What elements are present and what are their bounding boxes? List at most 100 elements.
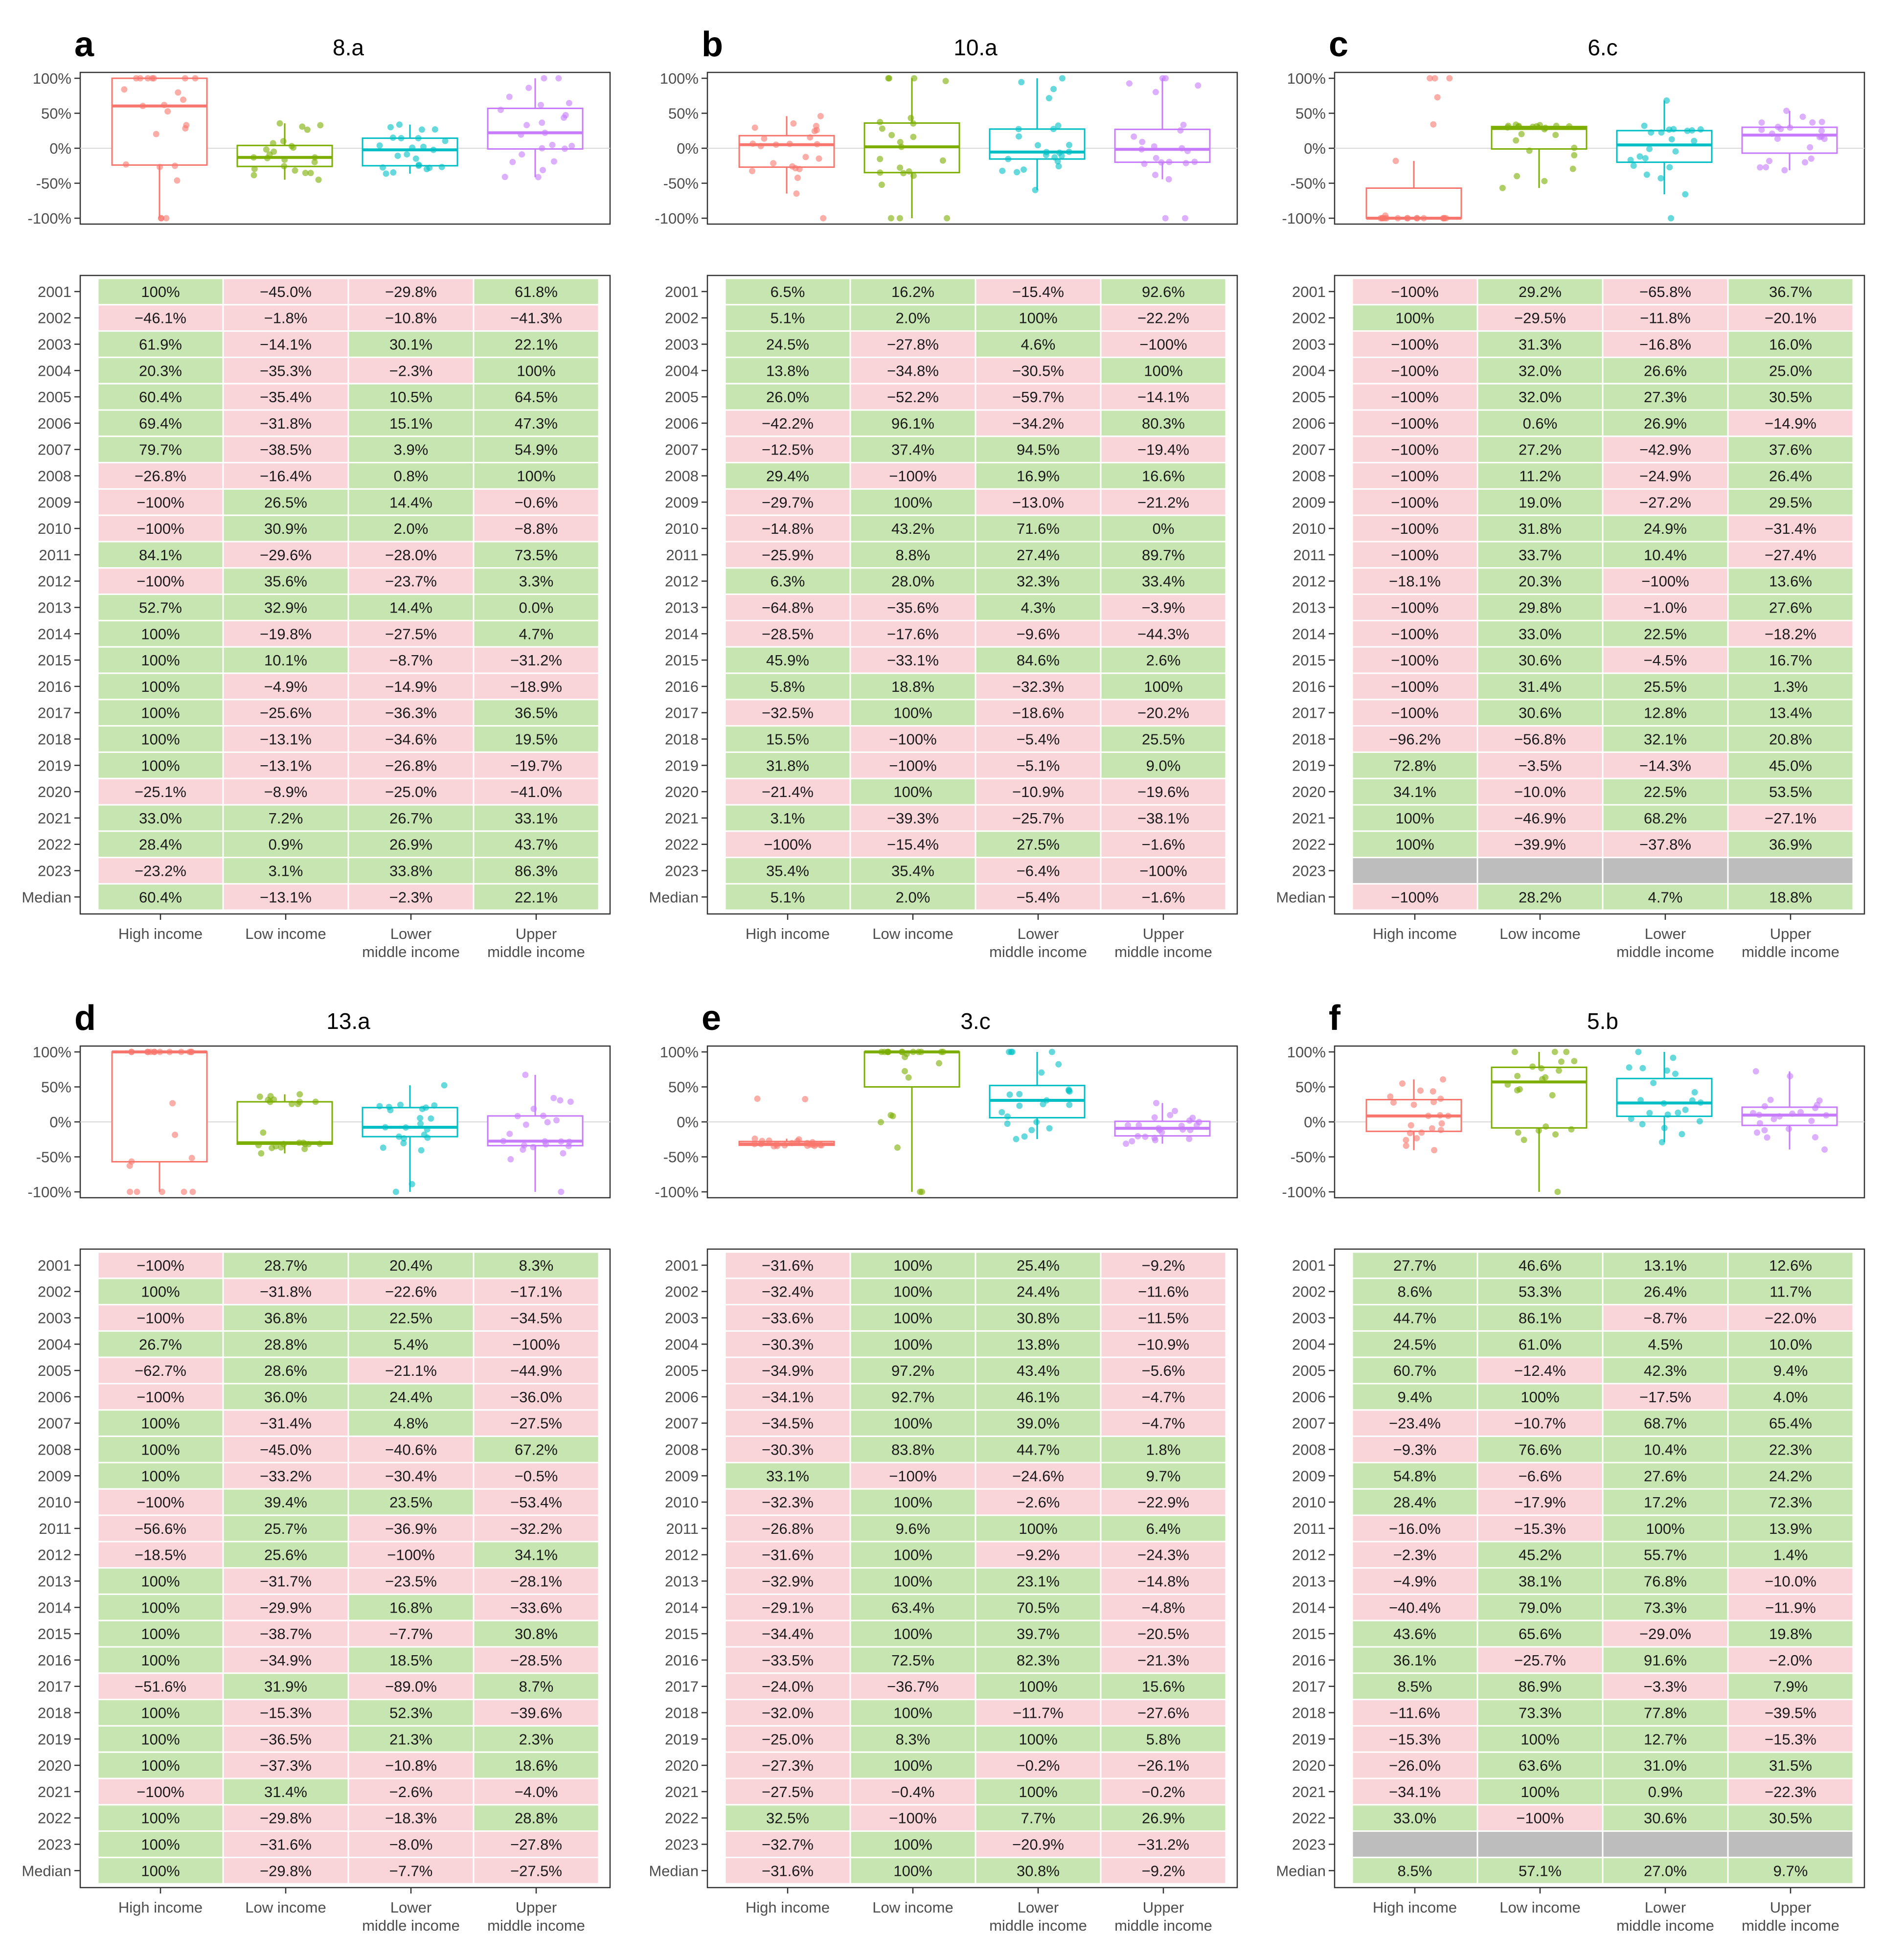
table-cell — [849, 462, 976, 490]
data-point — [544, 1119, 551, 1126]
table-cell — [222, 1593, 349, 1621]
data-point — [1066, 1087, 1072, 1094]
data-point — [910, 134, 917, 140]
table-cell-value: −100% — [512, 1336, 560, 1353]
table-cell-value: 25.4% — [1017, 1257, 1060, 1274]
table-cell — [473, 409, 600, 437]
table-cell-value: −3.9% — [1142, 599, 1185, 616]
row-label-year: 2017 — [665, 705, 699, 722]
data-point — [1639, 1065, 1646, 1071]
row-label-year: 2017 — [1292, 705, 1326, 722]
data-point — [188, 1155, 195, 1162]
table-cell-value: 3.1% — [269, 863, 303, 880]
row-label-year: 2002 — [38, 310, 71, 327]
table-cell-value: 23.5% — [389, 1494, 432, 1511]
data-point — [1016, 1102, 1023, 1109]
data-point — [1123, 1140, 1130, 1147]
table-cell-value: 100% — [893, 1336, 932, 1353]
table-cell — [1100, 1436, 1227, 1463]
table-cell — [975, 1672, 1102, 1701]
table-cell-value: 31.8% — [1519, 520, 1562, 537]
table-cell — [849, 514, 976, 543]
data-point — [265, 1096, 272, 1103]
table-cell-value: 5.8% — [1146, 1731, 1181, 1748]
data-point — [1153, 155, 1159, 161]
table-cell — [724, 541, 851, 569]
table-cell-value: −3.5% — [1519, 757, 1562, 774]
table-cell — [1351, 1593, 1478, 1621]
table-cell-value: −13.1% — [260, 731, 312, 748]
table-cell — [222, 383, 349, 411]
panel-letter: e — [702, 999, 721, 1038]
data-point — [1549, 1092, 1556, 1099]
x-axis-label: Lower — [1645, 925, 1686, 942]
table-cell — [1727, 646, 1854, 674]
table-cell-value: 61.9% — [139, 336, 182, 353]
table-cell — [849, 1514, 976, 1543]
data-point — [178, 1048, 184, 1055]
table-cell-value: −100% — [1391, 599, 1438, 616]
table-cell-value: 39.0% — [1017, 1415, 1060, 1432]
table-cell-value: 24.4% — [389, 1389, 432, 1406]
row-label-year: 2004 — [1292, 1336, 1326, 1353]
row-label-year: 2014 — [38, 625, 71, 642]
table-cell-value: 30.8% — [1017, 1310, 1060, 1327]
table-cell-value: −34.9% — [762, 1362, 814, 1379]
data-point — [192, 75, 199, 82]
panel-title: 5.b — [1587, 1008, 1618, 1034]
table-cell-value: 28.4% — [139, 836, 182, 853]
row-label-year: 2016 — [665, 678, 699, 695]
data-point — [1437, 1095, 1444, 1102]
table-cell — [1476, 777, 1604, 806]
table-cell-value: 33.0% — [1393, 1810, 1436, 1827]
panel-title: 13.a — [326, 1008, 370, 1034]
table-cell-value: 47.3% — [515, 415, 558, 432]
table-cell-value: −100% — [1391, 625, 1438, 642]
data-point — [1783, 107, 1790, 114]
row-label-year: 2006 — [665, 1389, 699, 1406]
box-lower — [362, 1082, 458, 1195]
data-point — [1630, 162, 1637, 169]
y-axis-tick-label: 100% — [33, 1044, 71, 1061]
row-label-year: 2009 — [1292, 494, 1326, 511]
panel-title: 10.a — [953, 35, 998, 60]
table-cell — [473, 1304, 600, 1332]
table-cell-value: 26.4% — [1769, 468, 1812, 485]
table-cell — [975, 1409, 1102, 1437]
table-cell — [473, 1619, 600, 1648]
table-cell-value: −36.3% — [385, 705, 437, 722]
table-cell — [1476, 725, 1604, 753]
table-cell-value: −25.7% — [1514, 1652, 1566, 1669]
table-cell — [849, 1751, 976, 1779]
data-point — [1392, 158, 1399, 164]
table-cell — [347, 1699, 475, 1727]
row-label-year: 2010 — [665, 520, 699, 537]
row-label-year: 2017 — [38, 1678, 71, 1695]
table-cell-value: −20.9% — [1012, 1836, 1064, 1853]
data-point — [1429, 1125, 1435, 1132]
table-cell — [975, 1856, 1102, 1885]
data-point — [557, 1097, 564, 1104]
table-cell-value: 53.3% — [1519, 1283, 1562, 1300]
table-cell — [97, 1304, 224, 1332]
table-cell — [975, 567, 1102, 595]
data-point — [817, 1141, 823, 1148]
table-cell-value: −3.3% — [1644, 1678, 1687, 1695]
table-cell-value: 25.7% — [264, 1520, 307, 1537]
table-cell — [1100, 672, 1227, 701]
data-point — [1050, 86, 1057, 92]
x-axis-label: High income — [1373, 925, 1457, 942]
data-point — [1571, 1058, 1578, 1065]
table-cell-value: −100% — [1391, 547, 1438, 564]
table-cell-value: 44.7% — [1393, 1310, 1436, 1327]
table-cell — [473, 883, 600, 911]
data-point — [1513, 137, 1520, 144]
table-cell-value: −0.2% — [1142, 1783, 1185, 1800]
data-point — [770, 160, 777, 167]
table-cell-value: 36.5% — [515, 705, 558, 722]
data-point — [397, 1101, 404, 1108]
table-cell — [1476, 857, 1604, 885]
table-cell — [1100, 409, 1227, 437]
data-point — [889, 1113, 896, 1119]
table-cell-value: 10.1% — [264, 652, 307, 669]
